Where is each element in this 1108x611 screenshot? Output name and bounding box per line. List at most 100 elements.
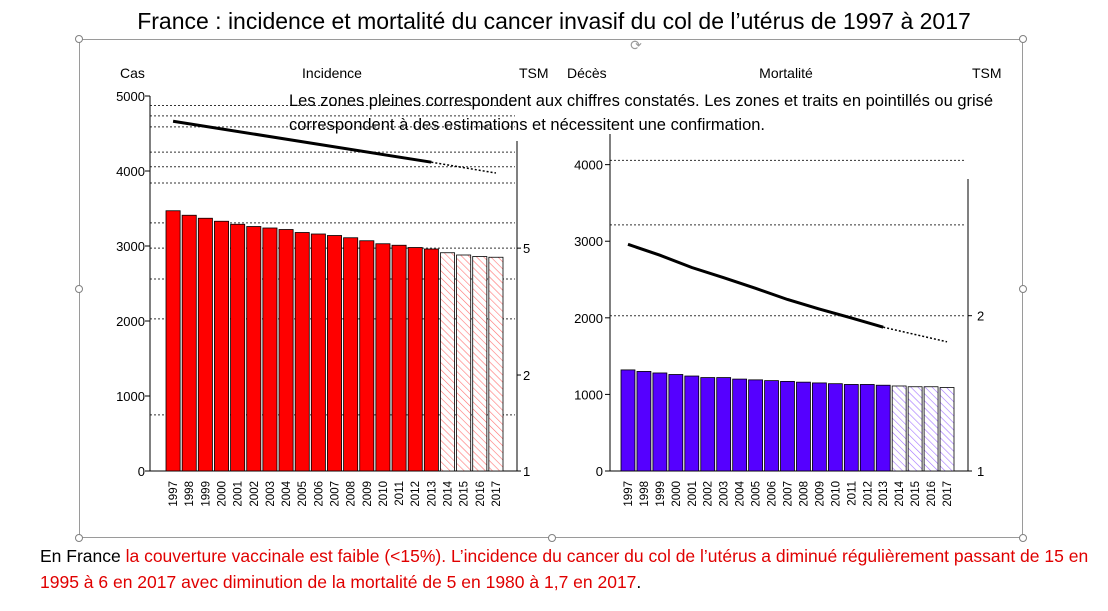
chart-1-xtick-label: 2007	[783, 481, 795, 507]
resize-handle-top-left[interactable]	[75, 35, 83, 43]
chart-0-bar-2010	[375, 243, 391, 472]
chart-1-xtick-label: 1999	[655, 481, 667, 507]
chart-1-bar-2001	[684, 375, 700, 472]
chart-1-xtick-label: 2015	[910, 481, 922, 507]
chart-0-xtick-label: 2016	[475, 481, 487, 507]
chart-1-xtick-label: 1998	[639, 481, 651, 507]
chart-0-xtick-label: 2014	[443, 480, 455, 506]
chart-1-bar-2017	[939, 387, 955, 472]
chart-1-right-tick-label: 2	[977, 309, 984, 324]
chart-1-bar-2011	[843, 384, 859, 472]
chart-1-right-axis-label: TSM	[972, 65, 1002, 81]
chart-1-ytick-label: 2000	[574, 311, 603, 326]
chart-1-bar-2015	[907, 386, 923, 472]
chart-0-tsm-line	[172, 119, 432, 164]
chart-1-bar-2008	[796, 381, 811, 472]
chart-1-bar-1999	[652, 372, 668, 472]
chart-0-ytick-label: 2000	[116, 314, 145, 329]
chart-0-bar-2013	[423, 248, 439, 472]
chart-0-bar-2011	[391, 244, 407, 472]
chart-0-xtick-label: 2012	[410, 481, 422, 507]
chart-1-xtick-label: 2003	[719, 481, 731, 507]
chart-1-bar-2016	[923, 386, 939, 472]
chart-0-xtick-label: 2006	[313, 481, 325, 507]
chart-0-tsm-estimate-line	[431, 161, 497, 174]
chart-0-right-axis-label: TSM	[519, 65, 549, 81]
chart-0-bar-1997	[165, 210, 181, 472]
chart-0-xtick-label: 2004	[281, 480, 293, 506]
slide-title: France : incidence et mortalité du cance…	[137, 8, 971, 34]
chart-0-ytick-label: 1000	[116, 389, 145, 404]
chart-1-bar-2004	[732, 378, 748, 472]
chart-0-bar-2016	[472, 256, 488, 472]
chart-1-xtick-label: 2012	[862, 481, 874, 507]
bottom-text-suffix: .	[636, 572, 642, 592]
resize-handle-middle-left[interactable]	[75, 285, 83, 293]
chart-0-right-tick-label: 5	[523, 241, 530, 256]
chart-1-xtick-label: 2005	[751, 481, 763, 507]
chart-1-ytick-label: 1000	[574, 387, 603, 402]
chart-0-bar-2009	[359, 240, 375, 472]
chart-0-bar-2000	[214, 220, 229, 472]
selection-frame[interactable]: ⟳	[75, 35, 1027, 542]
rotate-handle-icon[interactable]: ⟳	[630, 37, 642, 53]
chart-1-bar-1997	[620, 369, 636, 472]
chart-0-xtick-label: 2008	[346, 481, 358, 507]
chart-1-ytick-label: 4000	[574, 158, 603, 173]
chart-0-right-tick-label: 1	[523, 464, 530, 479]
chart-0-bar-2015	[456, 254, 472, 472]
chart-1-xtick-label: 2004	[735, 480, 747, 506]
chart-0-ytick-label: 0	[138, 464, 145, 479]
resize-handle-bottom-right[interactable]	[1019, 534, 1027, 542]
chart-1-xtick-label: 2014	[894, 480, 906, 506]
chart-1-xtick-label: 2017	[942, 481, 954, 507]
chart-1-xtick-label: 2009	[814, 481, 826, 507]
chart-1-bar-2010	[827, 383, 843, 472]
chart-0-bar-2008	[343, 237, 359, 472]
chart-1-left-axis-label: Décès	[567, 65, 607, 81]
chart-0-xtick-label: 1999	[200, 481, 212, 507]
chart-0-bar-2014	[440, 252, 455, 472]
chart-1-xtick-label: 2008	[798, 481, 810, 507]
chart-1-ytick-label: 0	[596, 464, 603, 479]
resize-handle-bottom-middle[interactable]	[548, 534, 556, 542]
chart-0-left-axis-label: Cas	[120, 65, 145, 81]
chart-0-xtick-label: 2005	[297, 481, 309, 507]
chart-0-right-tick-label: 2	[523, 368, 530, 383]
chart-1-xtick-label: 2006	[767, 481, 779, 507]
chart-1-bar-1998	[636, 371, 652, 472]
chart-0-bar-2017	[488, 256, 504, 472]
resize-handle-top-right[interactable]	[1019, 35, 1027, 43]
chart-1-bar-2013	[875, 384, 891, 472]
chart-0-xtick-label: 2010	[378, 481, 390, 507]
chart-1-bar-2003	[716, 377, 732, 472]
chart-1-xtick-label: 2016	[926, 481, 938, 507]
chart-0-xtick-label: 2013	[426, 481, 438, 507]
resize-handle-bottom-left[interactable]	[75, 534, 83, 542]
caption-note: Les zones pleines correspondent aux chif…	[289, 92, 994, 134]
chart-0-ytick-label: 4000	[116, 164, 145, 179]
chart-0-xtick-label: 2000	[217, 481, 229, 507]
chart-1-xtick-label: 2001	[687, 481, 699, 507]
chart-1-bar-2012	[859, 384, 875, 472]
chart-0-xtick-label: 2009	[362, 481, 374, 507]
chart-0-xtick-label: 2015	[459, 481, 471, 507]
chart-1-bar-2002	[700, 377, 716, 472]
chart-0-bar-2012	[407, 247, 423, 472]
chart-1-xtick-label: 2000	[671, 481, 683, 507]
chart-1-xtick-label: 1997	[623, 481, 635, 507]
chart-1-xtick-label: 2002	[703, 481, 715, 507]
chart-1-bar-2000	[668, 374, 684, 472]
chart-0-xtick-label: 2007	[330, 481, 342, 507]
chart-0-ytick-label: 3000	[116, 239, 145, 254]
chart-0-bar-2003	[262, 227, 278, 472]
bottom-text-highlight: la couverture vaccinale est faible (<15%…	[40, 546, 1089, 592]
chart-1-xtick-label: 2010	[830, 481, 842, 507]
chart-1-bar-2014	[891, 385, 907, 472]
chart-1-tsm-estimate-line	[883, 326, 948, 343]
resize-handle-middle-right[interactable]	[1019, 285, 1027, 293]
bottom-text-prefix: En France	[40, 546, 121, 566]
chart-0-bar-1999	[197, 217, 213, 472]
chart-1-xtick-label: 2013	[878, 481, 890, 507]
